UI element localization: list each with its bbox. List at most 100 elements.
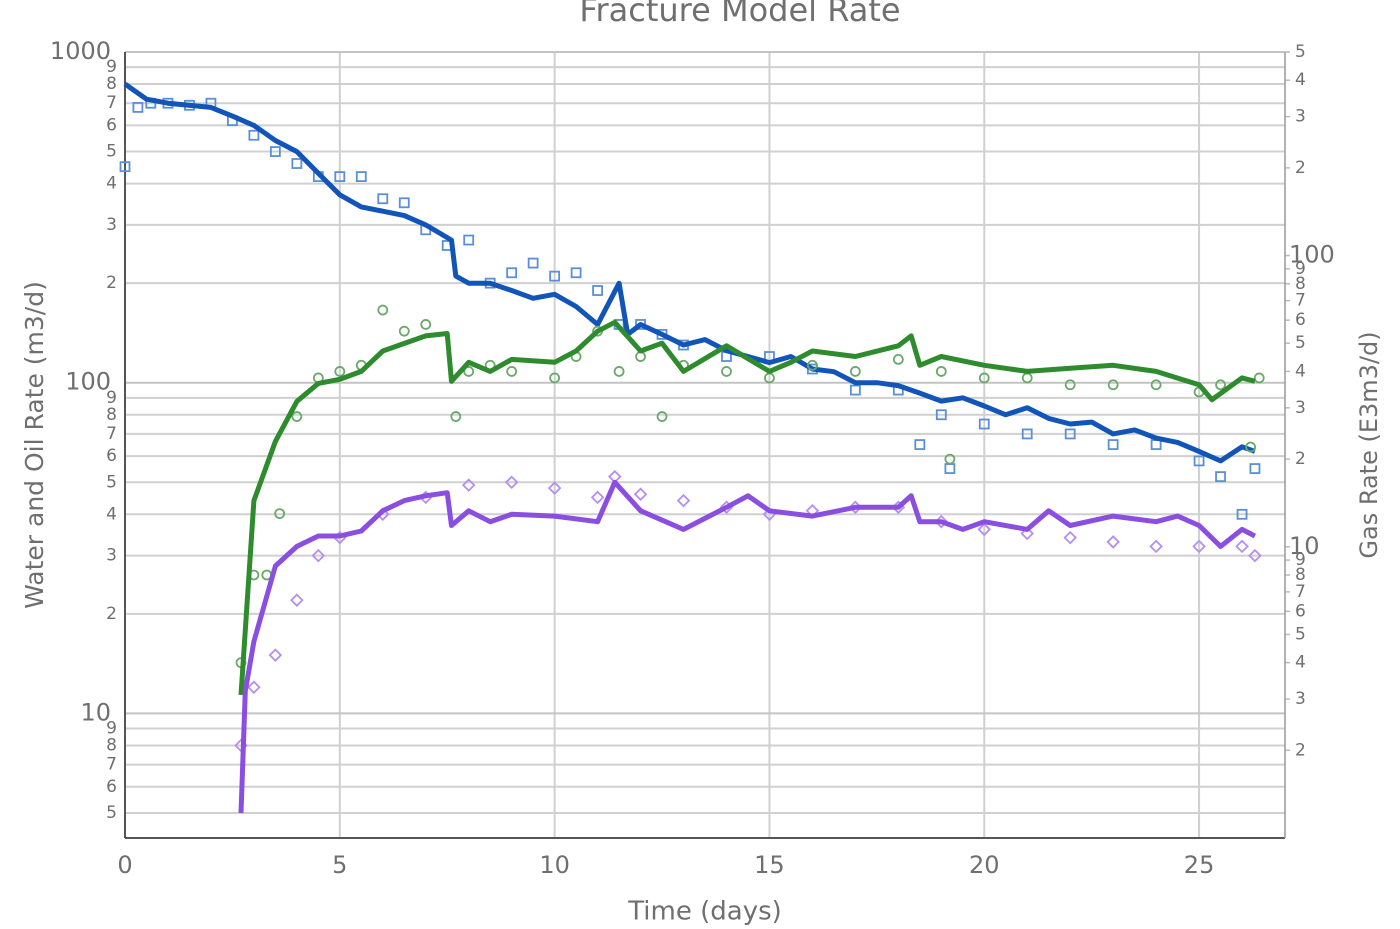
circle-marker (1107, 379, 1119, 391)
x-tick-label: 20 (969, 851, 1000, 879)
diamond-marker (504, 475, 519, 490)
y2-axis-label: Gas Rate (E3m3/d) (1355, 331, 1383, 558)
circle-marker (291, 411, 303, 422)
x-axis-label: Time (days) (627, 897, 782, 927)
y-tick-label: 6 (106, 777, 117, 797)
x-tick-label: 5 (332, 851, 347, 879)
square-marker (119, 161, 131, 173)
diamond-marker (633, 487, 648, 502)
square-marker (914, 439, 926, 450)
y-tick-label: 2 (106, 604, 117, 624)
y-tick-label: 6 (106, 446, 117, 466)
y-tick-label: 2 (106, 273, 117, 293)
circle-marker (807, 359, 818, 371)
circle-marker (656, 411, 668, 422)
square-marker (1236, 508, 1248, 520)
y-tick-label: 4 (106, 504, 117, 524)
square-marker (570, 267, 582, 279)
x-tick-label: 25 (1184, 851, 1215, 879)
y2-tick-label: 3 (1295, 398, 1306, 418)
y-tick-label: 6 (106, 115, 117, 135)
circle-marker (849, 366, 861, 377)
y-tick-label: 5 (106, 142, 117, 162)
y2-tick-label: 8 (1295, 565, 1306, 585)
circle-marker (549, 372, 561, 384)
diamond-marker (1235, 539, 1249, 554)
square-marker (1150, 439, 1162, 450)
diamond-marker (311, 548, 326, 563)
square-marker (935, 409, 947, 421)
diamond-marker (268, 648, 283, 662)
circle-marker (892, 353, 904, 365)
diamond-marker (676, 493, 691, 508)
y-tick-label: 3 (106, 546, 117, 566)
model-line (238, 319, 1256, 696)
circle-marker (334, 366, 346, 377)
y2-tick-label: 2 (1295, 449, 1306, 469)
square-marker (592, 285, 603, 296)
square-marker (334, 171, 346, 182)
circle-marker (420, 319, 432, 330)
circle-marker (978, 372, 990, 384)
circle-marker (1021, 372, 1033, 384)
y2-tick-label: 100 (1289, 241, 1335, 269)
y2-tick-label: 5 (1295, 333, 1306, 353)
square-marker (463, 234, 475, 246)
square-marker (398, 197, 410, 209)
y2-tick-label: 7 (1295, 582, 1306, 602)
y-tick-label: 7 (106, 93, 117, 113)
y-tick-label: 100 (65, 368, 111, 396)
y2-tick-label: 5 (1295, 42, 1306, 62)
square-marker (355, 171, 367, 182)
circle-marker (935, 366, 947, 377)
diamond-marker (1063, 530, 1077, 545)
circle-marker (1064, 379, 1076, 391)
circle-marker (1215, 379, 1226, 391)
circle-marker (1253, 372, 1265, 384)
square-marker (291, 158, 303, 169)
square-marker (506, 267, 518, 279)
circle-marker (721, 366, 732, 377)
circle-marker (450, 411, 462, 422)
y-tick-label: 4 (106, 174, 117, 194)
y2-tick-label: 6 (1295, 310, 1306, 330)
y2-tick-label: 5 (1295, 624, 1306, 644)
circle-marker (613, 366, 625, 377)
diamond-marker (547, 481, 562, 495)
square-marker (1021, 428, 1033, 440)
square-marker (1193, 455, 1205, 467)
circle-marker (506, 366, 518, 377)
y-tick-label: 1000 (50, 37, 111, 65)
y2-tick-label: 4 (1295, 361, 1306, 381)
square-marker (549, 270, 561, 282)
y2-tick-label: 4 (1295, 70, 1306, 90)
model-line (238, 479, 1257, 814)
diamond-marker (461, 478, 476, 492)
y-tick-label: 8 (106, 405, 117, 425)
y-tick-label: 8 (106, 735, 117, 755)
y2-tick-label: 3 (1295, 107, 1306, 127)
y2-tick-label: 6 (1295, 601, 1306, 621)
y-tick-label: 5 (106, 472, 117, 492)
diamond-marker (590, 490, 605, 505)
x-tick-label: 0 (117, 851, 132, 879)
diamond-marker (977, 522, 992, 537)
grid-layer (124, 51, 1290, 839)
diamond-marker (290, 593, 304, 607)
mark-layer (119, 81, 1265, 814)
y-tick-label: 7 (106, 424, 117, 444)
square-marker (1249, 463, 1261, 474)
y2-tick-label: 9 (1295, 259, 1306, 279)
x-tick-label: 10 (539, 851, 570, 879)
y-tick-label: 9 (106, 388, 117, 408)
circle-marker (944, 453, 956, 465)
square-marker (1107, 439, 1119, 450)
y2-tick-label: 7 (1295, 291, 1306, 311)
diamond-marker (1248, 548, 1262, 563)
y-tick-label: 5 (106, 803, 117, 823)
y2-tick-label: 2 (1295, 740, 1306, 760)
circle-marker (463, 366, 475, 377)
y2-tick-label: 9 (1295, 550, 1306, 570)
y2-tick-label: 2 (1295, 158, 1306, 178)
y-tick-label: 9 (106, 57, 117, 77)
